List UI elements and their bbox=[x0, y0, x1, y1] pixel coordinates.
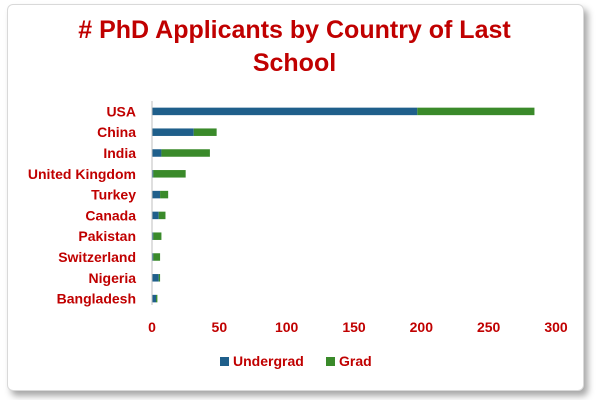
bar-grad-nigeria bbox=[158, 274, 161, 282]
bar-grad-turkey bbox=[160, 190, 169, 199]
legend-label-grad: Grad bbox=[339, 353, 372, 369]
chart-title-line-2: School bbox=[252, 49, 337, 77]
x-tick-label-100: 100 bbox=[275, 319, 299, 335]
x-tick-label-0: 0 bbox=[148, 319, 156, 335]
category-label-china: China bbox=[97, 124, 136, 140]
category-label-india: India bbox=[103, 145, 136, 161]
category-label-canada: Canada bbox=[85, 207, 136, 223]
bars-group bbox=[152, 107, 535, 303]
category-label-pakistan: Pakistan bbox=[78, 228, 136, 244]
category-label-bangladesh: Bangladesh bbox=[57, 291, 136, 307]
bar-grad-switzerland bbox=[153, 253, 161, 261]
chart-title: # PhD Applicants by Country of Last Scho… bbox=[0, 14, 589, 80]
category-label-turkey: Turkey bbox=[91, 187, 136, 203]
bar-undergrad-united-kingdom bbox=[152, 170, 154, 178]
bar-undergrad-bangladesh bbox=[152, 294, 157, 303]
x-tick-label-50: 50 bbox=[212, 319, 228, 335]
category-label-nigeria: Nigeria bbox=[89, 270, 137, 286]
bar-undergrad-turkey bbox=[152, 190, 161, 199]
legend-swatch-grad bbox=[326, 357, 335, 366]
category-label-usa: USA bbox=[106, 103, 136, 119]
bar-grad-india bbox=[161, 149, 210, 157]
bar-grad-united-kingdom bbox=[153, 170, 186, 178]
category-labels: USA China India United Kingdom Turkey Canada P… bbox=[28, 103, 136, 306]
chart-title-line-1: # PhD Applicants by Country of Last bbox=[78, 16, 511, 44]
x-tick-label-250: 250 bbox=[477, 319, 501, 335]
category-label-united-kingdom: United Kingdom bbox=[28, 166, 136, 182]
bar-undergrad-usa bbox=[152, 107, 418, 116]
x-tick-labels: 0 50 100 150 200 250 300 bbox=[148, 319, 568, 335]
x-tick-label-300: 300 bbox=[544, 319, 568, 335]
bar-grad-bangladesh bbox=[156, 294, 158, 303]
legend-label-undergrad: Undergrad bbox=[233, 353, 304, 369]
legend: Undergrad Grad bbox=[220, 353, 372, 369]
bar-grad-canada bbox=[158, 211, 166, 220]
x-tick-label-200: 200 bbox=[410, 319, 434, 335]
x-tick-label-150: 150 bbox=[342, 319, 366, 335]
bar-undergrad-canada bbox=[152, 211, 159, 220]
legend-swatch-undergrad bbox=[220, 357, 229, 366]
bar-grad-china bbox=[193, 128, 217, 136]
bar-undergrad-nigeria bbox=[152, 274, 159, 282]
bar-undergrad-pakistan bbox=[152, 232, 154, 240]
bar-undergrad-china bbox=[152, 128, 194, 136]
chart-card bbox=[7, 4, 584, 391]
bar-undergrad-india bbox=[152, 149, 162, 157]
bar-grad-usa bbox=[417, 107, 535, 116]
bar-undergrad-switzerland bbox=[152, 253, 154, 261]
category-label-switzerland: Switzerland bbox=[58, 249, 136, 265]
bar-grad-pakistan bbox=[153, 232, 162, 240]
